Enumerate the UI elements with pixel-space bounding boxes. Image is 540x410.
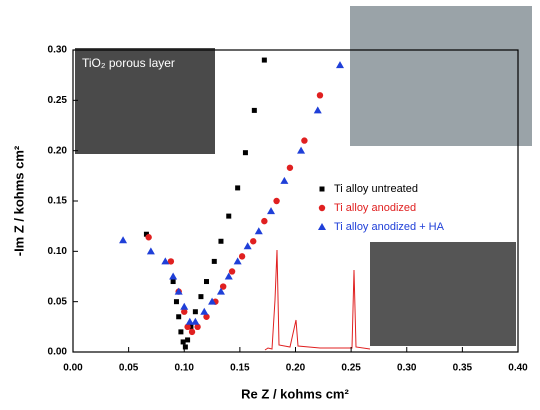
- x-tick-label: 0.20: [286, 363, 306, 374]
- point: [336, 61, 344, 69]
- point: [219, 283, 227, 290]
- eds-spectrum: [264, 249, 371, 351]
- legend-label: Ti alloy anodized: [334, 202, 416, 214]
- x-tick-label: 0.35: [453, 363, 473, 374]
- point: [316, 92, 324, 99]
- point: [194, 323, 201, 331]
- y-axis-label: -Im Z / kohms cm²: [11, 145, 26, 256]
- point: [251, 107, 257, 113]
- point: [216, 287, 225, 295]
- point: [146, 247, 155, 255]
- point: [185, 317, 194, 325]
- point: [243, 242, 252, 250]
- point: [174, 287, 183, 295]
- point: [180, 302, 189, 310]
- point: [235, 185, 241, 191]
- point: [182, 344, 188, 350]
- x-axis-label: Re Z / kohms cm²: [241, 386, 349, 401]
- point: [204, 279, 209, 285]
- x-tick-label: 0.30: [397, 363, 417, 374]
- point: [280, 176, 289, 184]
- inset-label: TiO₂ porous layer: [82, 56, 175, 70]
- point: [170, 279, 176, 285]
- point: [233, 257, 242, 265]
- y-tick-label: 0.00: [48, 347, 68, 358]
- photo-inset: [350, 6, 532, 146]
- point: [301, 137, 308, 144]
- point: [286, 164, 294, 171]
- sem-inset: [75, 48, 215, 154]
- x-tick-label: 0.15: [230, 363, 250, 374]
- x-tick-label: 0.25: [341, 363, 361, 374]
- point: [185, 337, 191, 343]
- point: [238, 253, 246, 260]
- point: [192, 309, 198, 315]
- point: [188, 328, 196, 336]
- point: [181, 308, 188, 315]
- point: [226, 213, 232, 219]
- point: [145, 234, 152, 241]
- point: [211, 258, 217, 264]
- point: [167, 258, 175, 265]
- legend-marker: [319, 186, 325, 192]
- point: [173, 299, 179, 305]
- x-tick-label: 0.40: [508, 363, 528, 374]
- point: [176, 314, 182, 320]
- x-tick-label: 0.00: [63, 363, 83, 374]
- point: [143, 231, 149, 237]
- point: [313, 106, 322, 114]
- point: [119, 236, 128, 244]
- point: [228, 268, 236, 275]
- point: [169, 272, 178, 280]
- point: [261, 57, 267, 63]
- x-tick-label: 0.05: [119, 363, 139, 374]
- point: [261, 217, 268, 225]
- point: [242, 150, 248, 156]
- point: [184, 323, 191, 331]
- y-tick-label: 0.05: [48, 296, 68, 307]
- sem-inset-2: [370, 242, 516, 346]
- legend-label: Ti alloy untreated: [334, 183, 418, 195]
- y-tick-label: 0.15: [48, 196, 68, 207]
- legend-marker: [318, 223, 326, 230]
- point: [218, 238, 224, 244]
- point: [273, 197, 280, 205]
- point: [200, 307, 209, 315]
- point: [188, 324, 194, 330]
- point: [208, 297, 217, 305]
- y-tick-label: 0.25: [48, 95, 68, 106]
- point: [267, 207, 276, 215]
- point: [203, 313, 210, 320]
- legend-marker: [318, 204, 326, 212]
- y-tick-label: 0.20: [48, 145, 68, 156]
- legend-label: Ti alloy anodized + HA: [334, 221, 445, 233]
- legend-box: [310, 178, 525, 238]
- y-tick-label: 0.10: [48, 246, 68, 257]
- point: [191, 317, 200, 325]
- point: [224, 272, 233, 280]
- point: [198, 294, 204, 300]
- y-tick-label: 0.30: [48, 45, 68, 56]
- point: [250, 238, 257, 245]
- point: [254, 227, 263, 235]
- point: [161, 257, 170, 265]
- point: [178, 329, 184, 335]
- point: [297, 146, 306, 154]
- point: [180, 339, 186, 345]
- x-tick-label: 0.10: [175, 363, 195, 374]
